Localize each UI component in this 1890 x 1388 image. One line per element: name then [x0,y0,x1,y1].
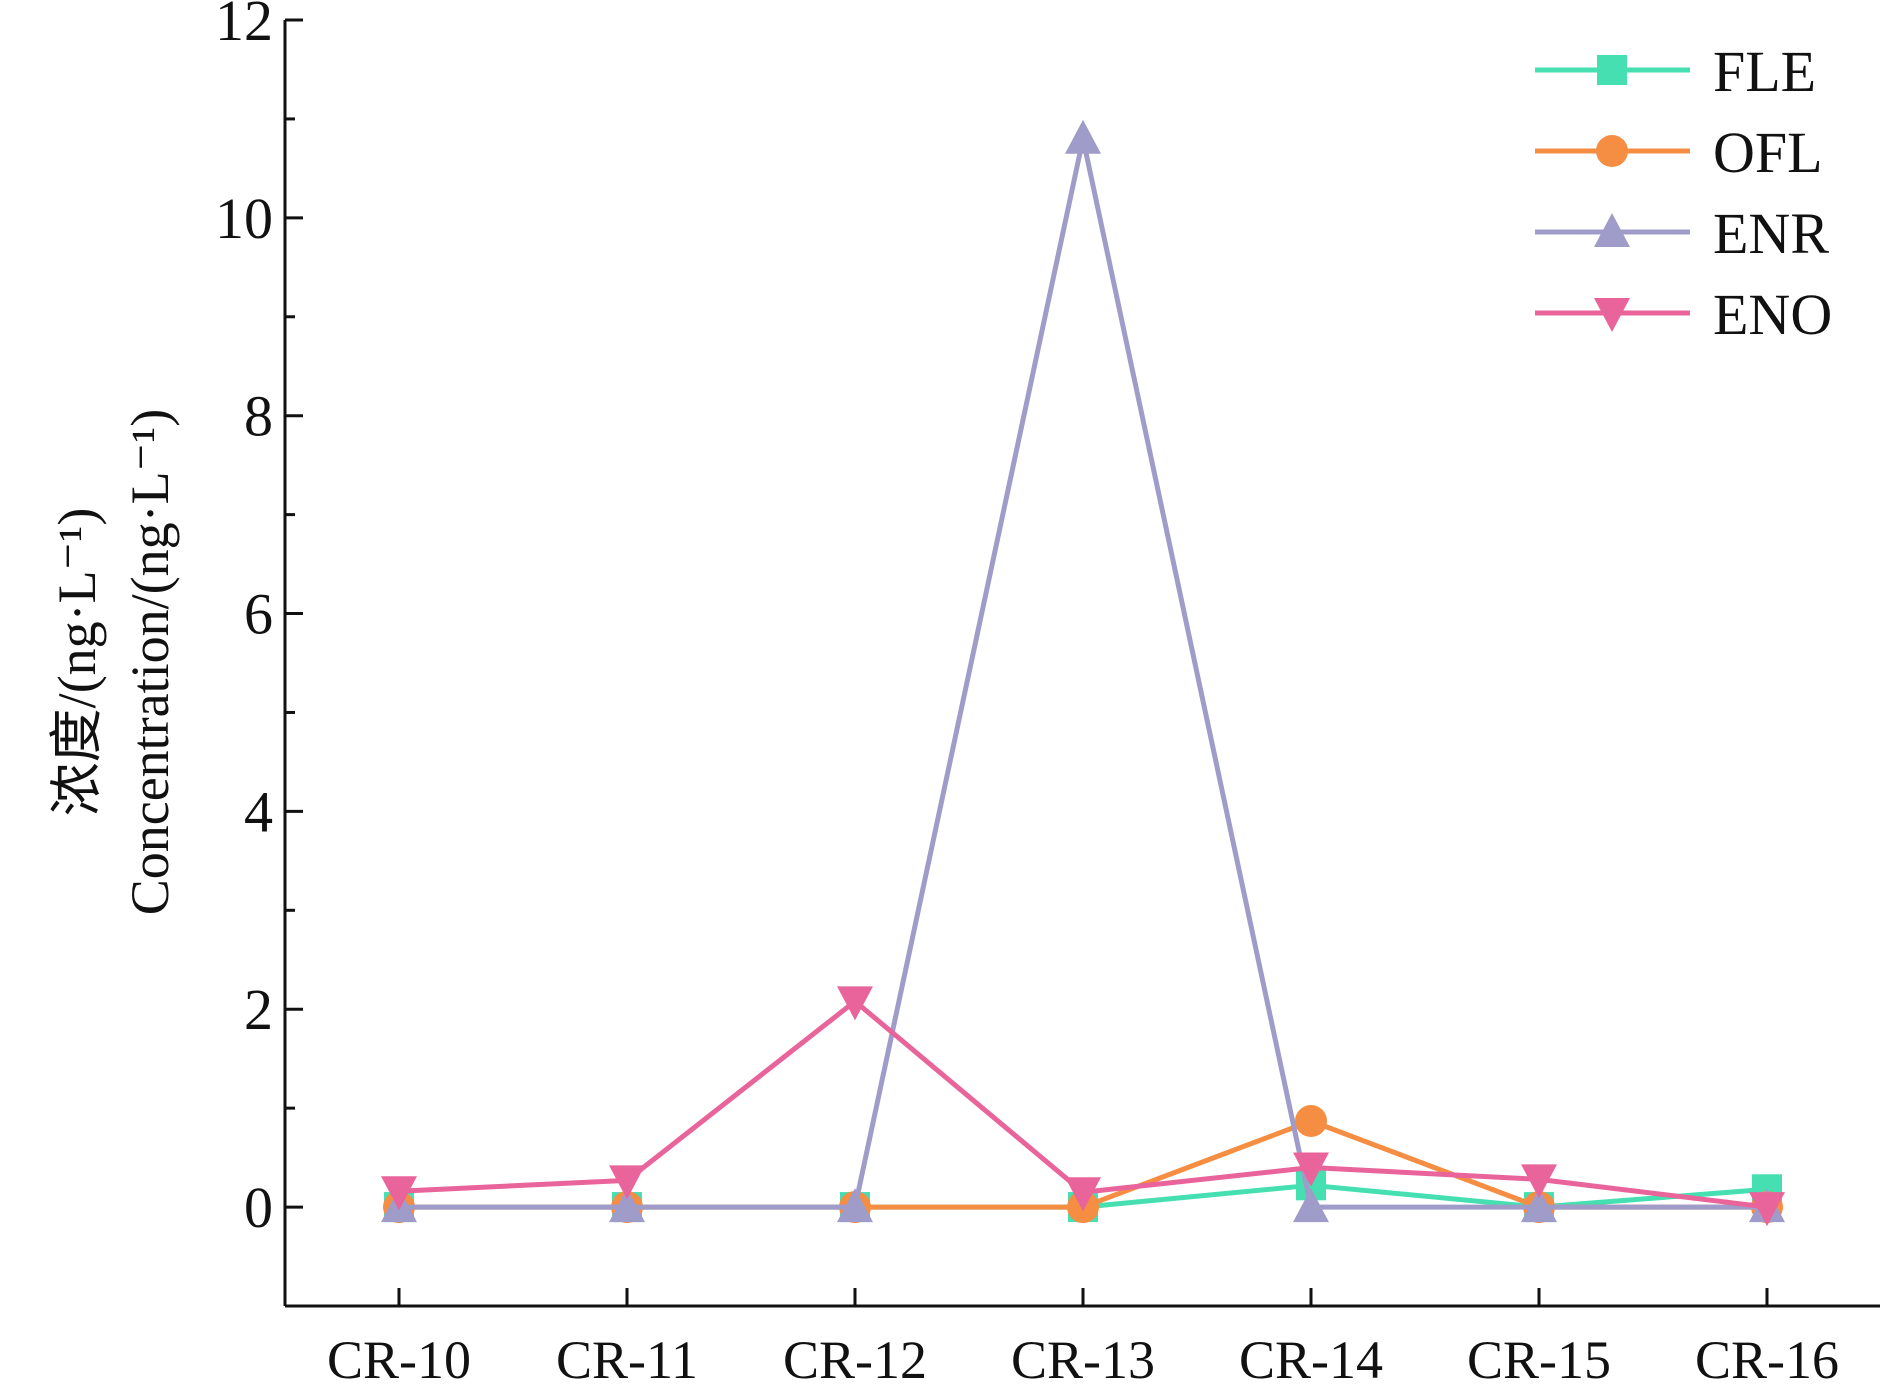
legend-item-eno: ENO [1535,282,1832,347]
x-tick-label: CR-14 [1239,1330,1383,1388]
y-tick-label: 12 [215,0,273,53]
y-tick-label: 0 [244,1175,273,1240]
legend-label: ENR [1713,201,1829,266]
x-tick-label: CR-12 [783,1330,927,1388]
series-layer [381,120,1785,1226]
x-tick-label: CR-13 [1011,1330,1155,1388]
data-point-eno [837,986,873,1020]
legend-item-ofl: OFL [1535,120,1823,185]
legend-marker-ofl [1596,135,1628,167]
legend-label: OFL [1713,120,1823,185]
y-tick-label: 8 [244,384,273,449]
y-axis-title: 浓度/(ng·L⁻¹) Concentration/(ng·L⁻¹) [47,409,180,916]
line-chart: 0 2 4 6 8 10 12 CR-10 CR-11 CR-12 CR-13 CR-14 CR-15… [0,0,1890,1388]
y-tick-label: 6 [244,582,273,647]
series-eno [381,986,1785,1226]
legend-label: ENO [1713,282,1832,347]
y-axis-title-line2: Concentration/(ng·L⁻¹) [120,409,180,916]
legend: FLE OFL ENR ENO [1535,39,1832,347]
y-ticks: 0 2 4 6 8 10 12 [215,0,303,1240]
legend-marker-fle [1597,55,1627,85]
legend-label: FLE [1713,39,1816,104]
legend-item-fle: FLE [1535,39,1816,104]
y-axis-title-line1: 浓度/(ng·L⁻¹) [47,508,107,817]
y-tick-label: 4 [244,779,273,844]
x-tick-label: CR-10 [327,1330,471,1388]
y-tick-label: 10 [215,186,273,251]
x-tick-label: CR-15 [1467,1330,1611,1388]
series-line-eno [399,1001,1767,1207]
series-line-enr [399,139,1767,1207]
legend-item-enr: ENR [1535,201,1829,266]
x-ticks: CR-10 CR-11 CR-12 CR-13 CR-14 CR-15 CR-16 [327,1288,1839,1388]
axes: 0 2 4 6 8 10 12 CR-10 CR-11 CR-12 CR-13 CR-14 CR-15… [215,0,1880,1388]
series-enr [381,120,1785,1222]
x-tick-label: CR-11 [556,1330,698,1388]
x-tick-label: CR-16 [1695,1330,1839,1388]
data-point-ofl [1295,1105,1327,1137]
data-point-enr [1065,120,1101,154]
y-tick-label: 2 [244,977,273,1042]
chart-container: 0 2 4 6 8 10 12 CR-10 CR-11 CR-12 CR-13 CR-14 CR-15… [0,0,1890,1388]
